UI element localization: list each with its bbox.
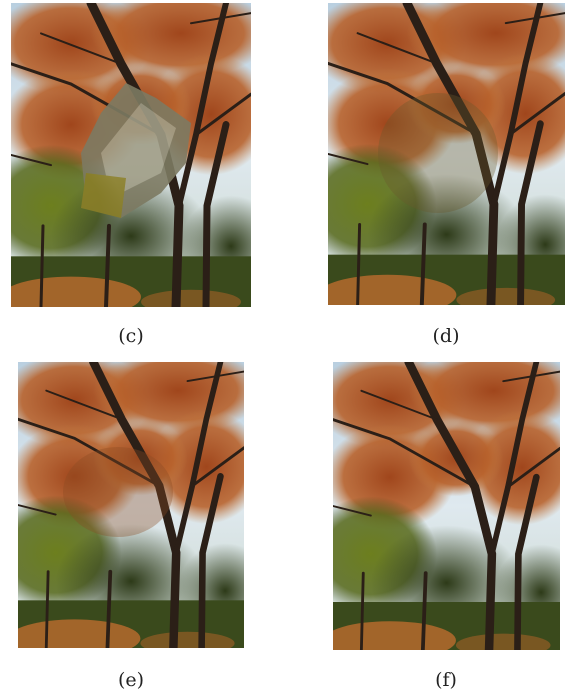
caption: (f) (386, 669, 506, 691)
caption: (c) (71, 325, 191, 347)
image-f (333, 362, 560, 650)
caption: (d) (386, 325, 506, 347)
image-c (11, 3, 251, 307)
image-d (328, 3, 565, 305)
figure: (c) (d) (e) (f) (() => { const data = JS… (0, 0, 565, 693)
caption: (e) (71, 669, 191, 691)
image-e (18, 362, 244, 648)
